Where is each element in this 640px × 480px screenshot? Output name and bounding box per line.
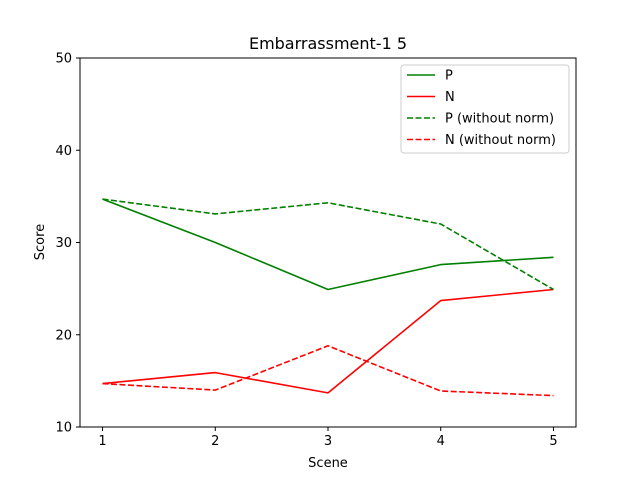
- y-tick-label: 40: [55, 144, 72, 159]
- legend: PN P (without norm) N (without norm): [400, 64, 570, 154]
- y-tick-label: 20: [55, 328, 72, 343]
- legend-label-3: P (without norm): [445, 112, 554, 127]
- series-line-2: [102, 288, 554, 394]
- x-axis-label: Scene: [308, 456, 348, 471]
- series-line-3: [102, 198, 554, 291]
- y-tick-label: 30: [55, 236, 72, 251]
- series-line-1: [102, 198, 554, 291]
- axes-layer: 1 2 3 4 5 10 20 30 40 50: [55, 52, 557, 450]
- legend-label-4: N (without norm): [445, 133, 556, 148]
- y-tick-label: 10: [55, 421, 72, 436]
- legend-box: [400, 64, 570, 154]
- chart-title: Embarrassment-1 5: [249, 34, 407, 53]
- x-tick-label: 5: [549, 434, 557, 449]
- y-tick-label: 50: [55, 52, 72, 67]
- legend-label-1: P: [445, 69, 453, 84]
- series-line-4: [102, 344, 554, 397]
- y-axis-label: Score: [33, 224, 48, 260]
- x-tick-label: 1: [98, 434, 106, 449]
- x-tick-label: 3: [324, 434, 332, 449]
- legend-label-2: N: [445, 90, 455, 105]
- plot-layer: [102, 198, 554, 397]
- x-tick-label: 4: [437, 434, 445, 449]
- x-tick-label: 2: [211, 434, 219, 449]
